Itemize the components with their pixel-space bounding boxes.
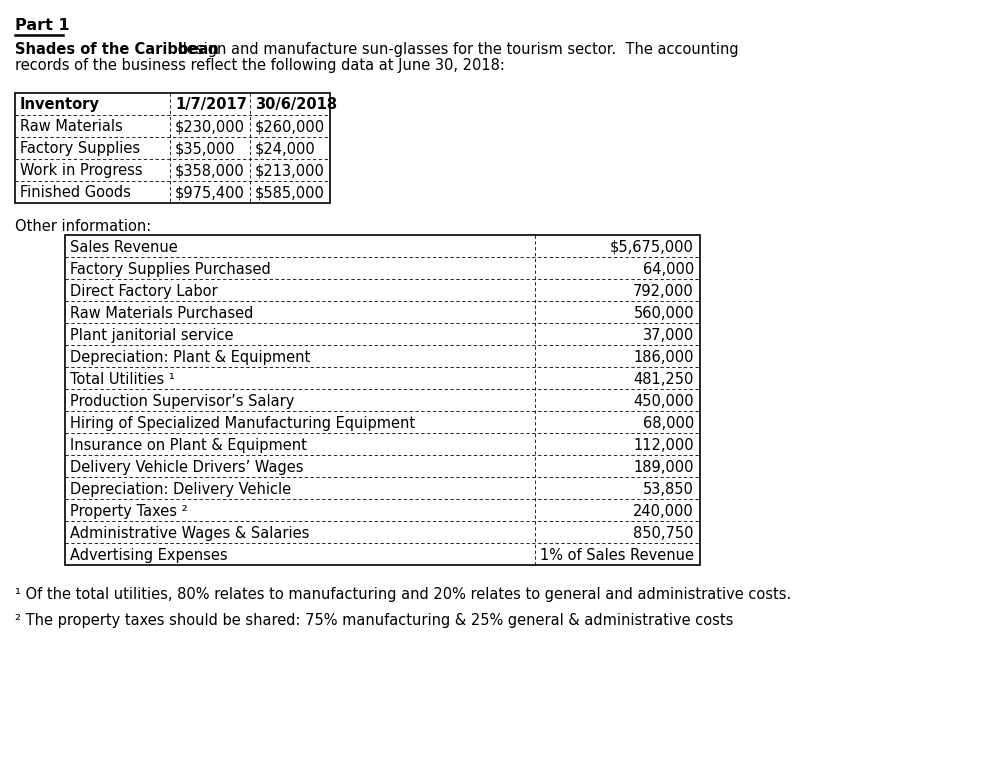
Text: $5,675,000: $5,675,000 xyxy=(610,240,694,255)
Text: ¹ Of the total utilities, 80% relates to manufacturing and 20% relates to genera: ¹ Of the total utilities, 80% relates to… xyxy=(15,587,791,602)
Text: 450,000: 450,000 xyxy=(633,394,694,409)
Text: Other information:: Other information: xyxy=(15,219,151,234)
Text: Direct Factory Labor: Direct Factory Labor xyxy=(70,284,217,299)
Text: Delivery Vehicle Drivers’ Wages: Delivery Vehicle Drivers’ Wages xyxy=(70,460,304,475)
Text: 68,000: 68,000 xyxy=(643,416,694,431)
Text: $585,000: $585,000 xyxy=(255,185,324,200)
Text: Hiring of Specialized Manufacturing Equipment: Hiring of Specialized Manufacturing Equi… xyxy=(70,416,415,431)
Text: 30/6/2018: 30/6/2018 xyxy=(255,97,337,112)
Text: records of the business reflect the following data at June 30, 2018:: records of the business reflect the foll… xyxy=(15,58,505,73)
Text: Finished Goods: Finished Goods xyxy=(20,185,131,200)
Text: Production Supervisor’s Salary: Production Supervisor’s Salary xyxy=(70,394,294,409)
Text: 112,000: 112,000 xyxy=(633,438,694,453)
Text: Plant janitorial service: Plant janitorial service xyxy=(70,328,234,343)
Text: Depreciation: Plant & Equipment: Depreciation: Plant & Equipment xyxy=(70,350,311,365)
Text: $35,000: $35,000 xyxy=(175,141,236,156)
Text: $975,400: $975,400 xyxy=(175,185,245,200)
Text: Total Utilities ¹: Total Utilities ¹ xyxy=(70,372,175,387)
Text: Factory Supplies Purchased: Factory Supplies Purchased xyxy=(70,262,270,277)
Text: Depreciation: Delivery Vehicle: Depreciation: Delivery Vehicle xyxy=(70,482,291,497)
Text: Raw Materials Purchased: Raw Materials Purchased xyxy=(70,306,254,321)
Text: $213,000: $213,000 xyxy=(255,163,324,178)
Text: Advertising Expenses: Advertising Expenses xyxy=(70,548,228,563)
Text: design and manufacture sun-glasses for the tourism sector.  The accounting: design and manufacture sun-glasses for t… xyxy=(173,42,738,57)
Text: Administrative Wages & Salaries: Administrative Wages & Salaries xyxy=(70,526,310,541)
Text: 1% of Sales Revenue: 1% of Sales Revenue xyxy=(540,548,694,563)
Text: $230,000: $230,000 xyxy=(175,119,245,134)
Text: Raw Materials: Raw Materials xyxy=(20,119,123,134)
Text: 64,000: 64,000 xyxy=(643,262,694,277)
Text: 850,750: 850,750 xyxy=(633,526,694,541)
Text: 1/7/2017: 1/7/2017 xyxy=(175,97,247,112)
Text: Shades of the Caribbean: Shades of the Caribbean xyxy=(15,42,219,57)
Text: Insurance on Plant & Equipment: Insurance on Plant & Equipment xyxy=(70,438,307,453)
Text: Work in Progress: Work in Progress xyxy=(20,163,143,178)
Text: 189,000: 189,000 xyxy=(633,460,694,475)
Text: 481,250: 481,250 xyxy=(634,372,694,387)
Text: $358,000: $358,000 xyxy=(175,163,245,178)
Text: 53,850: 53,850 xyxy=(643,482,694,497)
Text: Part 1: Part 1 xyxy=(15,18,70,33)
Text: Property Taxes ²: Property Taxes ² xyxy=(70,504,188,519)
Text: Sales Revenue: Sales Revenue xyxy=(70,240,178,255)
Text: Factory Supplies: Factory Supplies xyxy=(20,141,141,156)
Bar xyxy=(65,235,700,565)
Text: 560,000: 560,000 xyxy=(633,306,694,321)
Text: 37,000: 37,000 xyxy=(643,328,694,343)
Text: $260,000: $260,000 xyxy=(255,119,325,134)
Text: $24,000: $24,000 xyxy=(255,141,316,156)
Bar xyxy=(15,93,330,203)
Text: 240,000: 240,000 xyxy=(633,504,694,519)
Text: Inventory: Inventory xyxy=(20,97,100,112)
Text: 792,000: 792,000 xyxy=(633,284,694,299)
Text: 186,000: 186,000 xyxy=(633,350,694,365)
Text: ² The property taxes should be shared: 75% manufacturing & 25% general & adminis: ² The property taxes should be shared: 7… xyxy=(15,613,733,628)
